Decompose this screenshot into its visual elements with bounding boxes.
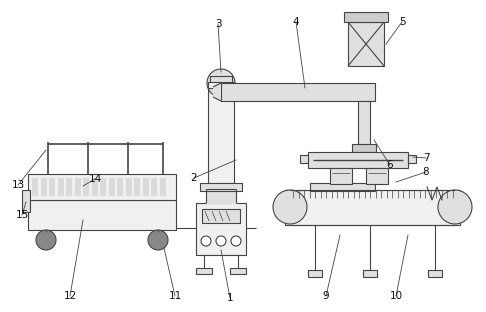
Polygon shape <box>40 178 47 196</box>
Polygon shape <box>142 178 149 196</box>
Polygon shape <box>117 178 123 196</box>
Bar <box>308 152 408 168</box>
Text: 9: 9 <box>323 291 330 301</box>
Bar <box>366 168 388 184</box>
Polygon shape <box>74 178 81 196</box>
Bar <box>352 144 376 152</box>
Polygon shape <box>108 178 115 196</box>
Bar <box>28 200 176 230</box>
Circle shape <box>273 190 307 224</box>
Bar <box>344 12 388 22</box>
Text: 1: 1 <box>226 293 233 303</box>
Text: 3: 3 <box>215 19 221 29</box>
Polygon shape <box>91 178 98 196</box>
Text: 5: 5 <box>399 17 405 27</box>
Text: 10: 10 <box>389 291 402 301</box>
Bar <box>285 190 460 225</box>
Circle shape <box>216 236 226 246</box>
Polygon shape <box>49 178 55 196</box>
Bar <box>208 82 234 88</box>
Polygon shape <box>57 178 64 196</box>
Bar <box>202 209 240 223</box>
Bar <box>210 76 232 84</box>
Bar <box>363 270 377 277</box>
Bar <box>310 183 375 191</box>
Polygon shape <box>213 83 221 101</box>
Bar <box>358 101 370 148</box>
Polygon shape <box>100 178 106 196</box>
Text: 15: 15 <box>16 210 29 220</box>
Circle shape <box>231 236 241 246</box>
Bar <box>408 155 416 163</box>
Text: 8: 8 <box>423 167 429 177</box>
Bar <box>230 268 246 274</box>
Bar <box>28 174 176 200</box>
Circle shape <box>148 230 168 250</box>
Polygon shape <box>151 178 157 196</box>
Circle shape <box>36 230 56 250</box>
Text: 6: 6 <box>387 160 393 170</box>
Bar <box>196 268 212 274</box>
Bar <box>428 270 442 277</box>
Circle shape <box>201 236 211 246</box>
Text: 11: 11 <box>168 291 182 301</box>
Text: 12: 12 <box>63 291 77 301</box>
Polygon shape <box>125 178 132 196</box>
Text: 13: 13 <box>11 180 25 190</box>
Polygon shape <box>66 178 72 196</box>
Bar <box>330 168 352 184</box>
Bar <box>300 155 308 163</box>
Circle shape <box>207 69 235 97</box>
Polygon shape <box>206 189 236 203</box>
Bar <box>196 203 246 255</box>
Polygon shape <box>134 178 140 196</box>
Bar <box>208 80 234 189</box>
Circle shape <box>438 190 472 224</box>
Polygon shape <box>32 178 38 196</box>
Bar <box>221 83 375 101</box>
Text: 7: 7 <box>423 153 429 163</box>
Text: 2: 2 <box>191 173 197 183</box>
Text: 14: 14 <box>88 174 102 184</box>
Bar <box>200 183 242 191</box>
Polygon shape <box>159 178 166 196</box>
Text: 4: 4 <box>293 17 299 27</box>
Polygon shape <box>83 178 89 196</box>
Bar <box>308 270 322 277</box>
Bar <box>348 22 384 66</box>
Bar <box>22 190 30 212</box>
